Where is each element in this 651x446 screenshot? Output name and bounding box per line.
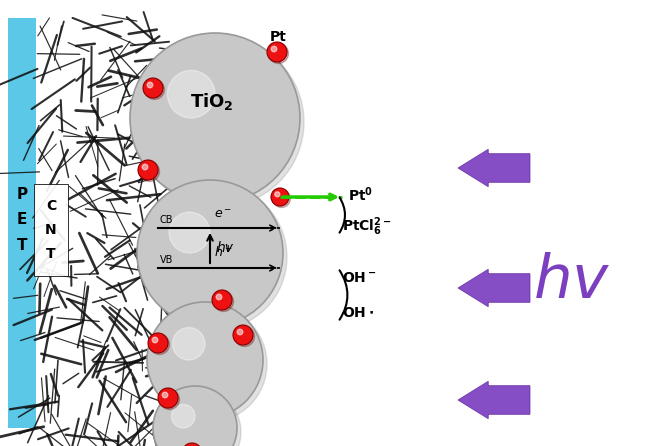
Text: C
N
T: C N T: [45, 199, 57, 261]
Text: $e^-$: $e^-$: [214, 208, 232, 221]
Circle shape: [143, 78, 163, 98]
Circle shape: [167, 70, 215, 118]
Bar: [8, 18, 36, 428]
FancyArrowPatch shape: [340, 197, 345, 233]
Circle shape: [134, 37, 304, 207]
Circle shape: [148, 333, 168, 353]
Text: $\mathbf{Pt^0}$: $\mathbf{Pt^0}$: [348, 186, 373, 204]
Circle shape: [141, 184, 287, 330]
Circle shape: [157, 390, 241, 446]
Circle shape: [152, 337, 158, 343]
Circle shape: [237, 329, 243, 335]
Circle shape: [147, 82, 153, 88]
Circle shape: [182, 443, 202, 446]
Text: VB: VB: [160, 255, 173, 265]
Circle shape: [268, 44, 288, 63]
Circle shape: [216, 294, 222, 300]
Polygon shape: [458, 269, 530, 307]
Circle shape: [169, 212, 210, 253]
Circle shape: [271, 188, 289, 206]
Text: Pt: Pt: [270, 30, 286, 44]
Circle shape: [271, 46, 277, 52]
Circle shape: [162, 392, 168, 398]
Circle shape: [267, 42, 287, 62]
Circle shape: [147, 302, 263, 418]
Text: P
E
T: P E T: [16, 187, 27, 253]
Circle shape: [130, 33, 300, 203]
Text: $\mathbf{OH^-}$: $\mathbf{OH^-}$: [342, 271, 376, 285]
Circle shape: [212, 290, 232, 310]
Circle shape: [138, 160, 158, 180]
Circle shape: [184, 445, 204, 446]
Circle shape: [137, 180, 283, 326]
Circle shape: [214, 292, 234, 311]
Circle shape: [173, 327, 205, 360]
Circle shape: [153, 386, 237, 446]
FancyBboxPatch shape: [34, 184, 68, 276]
Polygon shape: [458, 149, 530, 187]
Circle shape: [151, 306, 267, 422]
Circle shape: [159, 389, 180, 409]
Circle shape: [142, 164, 148, 170]
Polygon shape: [458, 381, 530, 419]
Text: CB: CB: [160, 215, 174, 225]
Circle shape: [273, 190, 290, 207]
Circle shape: [145, 79, 165, 99]
Text: $\mathbf{OH\cdot}$: $\mathbf{OH\cdot}$: [342, 306, 374, 320]
Circle shape: [171, 405, 195, 428]
FancyArrowPatch shape: [340, 270, 348, 320]
Circle shape: [275, 192, 280, 197]
Text: $hv$: $hv$: [533, 252, 611, 311]
Circle shape: [150, 334, 169, 355]
Text: $h^+$: $h^+$: [214, 246, 232, 261]
Text: $\mathbf{TiO_2}$: $\mathbf{TiO_2}$: [190, 91, 234, 112]
Circle shape: [234, 326, 255, 347]
Text: hv: hv: [217, 241, 234, 255]
Circle shape: [233, 325, 253, 345]
Text: $\mathbf{PtCl_6^{2-}}$: $\mathbf{PtCl_6^{2-}}$: [342, 215, 392, 238]
Circle shape: [158, 388, 178, 408]
Circle shape: [139, 161, 159, 182]
